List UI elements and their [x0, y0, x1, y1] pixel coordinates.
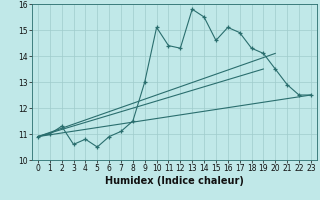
X-axis label: Humidex (Indice chaleur): Humidex (Indice chaleur) — [105, 176, 244, 186]
